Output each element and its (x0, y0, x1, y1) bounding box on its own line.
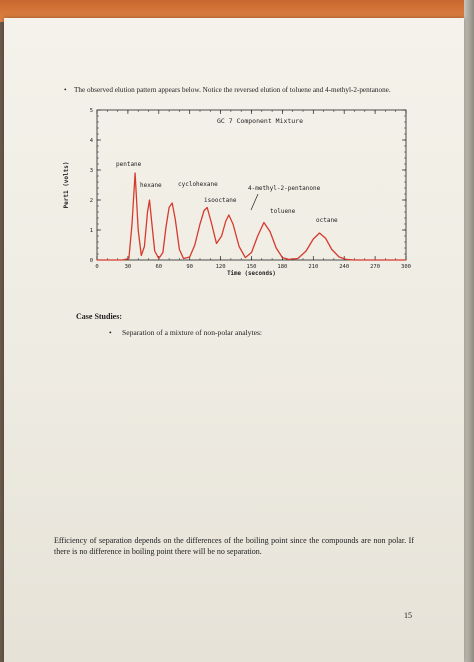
x-tick-label: 60 (155, 264, 162, 270)
x-tick-label: 90 (186, 264, 193, 270)
y-axis-label: Pert1 (volts) (63, 162, 70, 209)
y-tick-label: 0 (90, 258, 93, 264)
backdrop-top (0, 0, 474, 22)
x-tick-label: 120 (216, 264, 226, 270)
peak-label-hexane: hexane (140, 182, 162, 189)
y-tick-label: 2 (90, 198, 93, 204)
x-axis-label: Time (seconds) (227, 271, 276, 277)
peak-label-octane: octane (316, 217, 338, 224)
peak-label-4-methyl-2-pentanone: 4-methyl-2-pentanone (248, 185, 321, 192)
chart-title: GC 7 Component Mixture (217, 117, 303, 125)
page-number: 15 (404, 611, 412, 620)
backdrop-right (464, 0, 474, 662)
x-tick-label: 210 (308, 264, 318, 270)
x-tick-label: 0 (95, 264, 98, 270)
case-bullet-dot: • (109, 328, 112, 337)
efficiency-paragraph: Efficiency of separation depends on the … (54, 536, 414, 556)
y-tick-label: 1 (90, 228, 93, 234)
chromatogram-trace (97, 172, 406, 261)
x-tick-label: 180 (277, 264, 287, 270)
case-bullet-text: Separation of a mixture of non-polar ana… (122, 328, 263, 337)
intro-bullet-dot: • (64, 86, 67, 94)
case-bullet-item: • Separation of a mixture of non-polar a… (109, 328, 263, 337)
x-tick-label: 240 (339, 264, 349, 270)
y-tick-label: 3 (90, 168, 93, 174)
peak-label-isooctane: isooctane (204, 197, 237, 204)
case-studies-heading: Case Studies: (76, 312, 123, 321)
y-tick-label: 4 (90, 138, 94, 144)
intro-paragraph: • The observed elution pattern appears b… (64, 86, 394, 95)
intro-text: The observed elution pattern appears bel… (74, 86, 391, 94)
peak-label-pentane: pentane (116, 161, 142, 168)
peak-label-cyclohexane: cyclohexane (178, 181, 218, 188)
x-tick-label: 270 (370, 264, 380, 270)
document-page: • The observed elution pattern appears b… (4, 18, 464, 662)
x-tick-label: 300 (401, 264, 411, 270)
x-tick-label: 150 (247, 264, 257, 270)
peak-label-toluene: toluene (270, 208, 296, 215)
peak-label-pointer (250, 193, 259, 211)
y-tick-label: 5 (90, 108, 93, 114)
x-tick-label: 30 (125, 264, 132, 270)
